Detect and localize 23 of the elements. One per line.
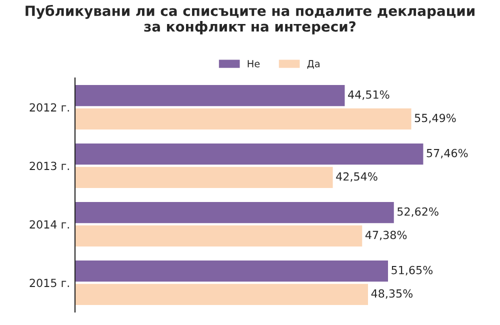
bar <box>75 85 345 106</box>
bar <box>75 166 333 188</box>
data-label: 51,65% <box>392 266 433 276</box>
data-label: 52,62% <box>398 207 438 217</box>
bar <box>75 202 394 224</box>
legend-label: Не <box>248 60 260 68</box>
bar <box>75 144 424 165</box>
legend-label: Да <box>307 60 320 69</box>
data-label: 47,38% <box>365 230 407 240</box>
bar <box>75 108 412 130</box>
data-label: 42,54% <box>336 172 378 182</box>
y-tick-label: 2014 г. <box>30 220 69 229</box>
data-label: 44,51% <box>348 90 390 100</box>
data-label: 48,35% <box>371 289 413 299</box>
y-tick-label: 2013 г. <box>30 162 69 170</box>
y-tick-label: 2015 г. <box>30 278 69 288</box>
bar <box>75 225 362 246</box>
y-tick-label: 2012 г. <box>30 103 69 112</box>
bar <box>75 260 388 282</box>
chart-title: Публикувани ли са списъците на подалите декларации за конфликт на интереси? <box>26 4 474 34</box>
data-label: 57,46% <box>426 148 468 158</box>
data-label: 55,49% <box>414 114 456 124</box>
bar <box>75 284 368 305</box>
